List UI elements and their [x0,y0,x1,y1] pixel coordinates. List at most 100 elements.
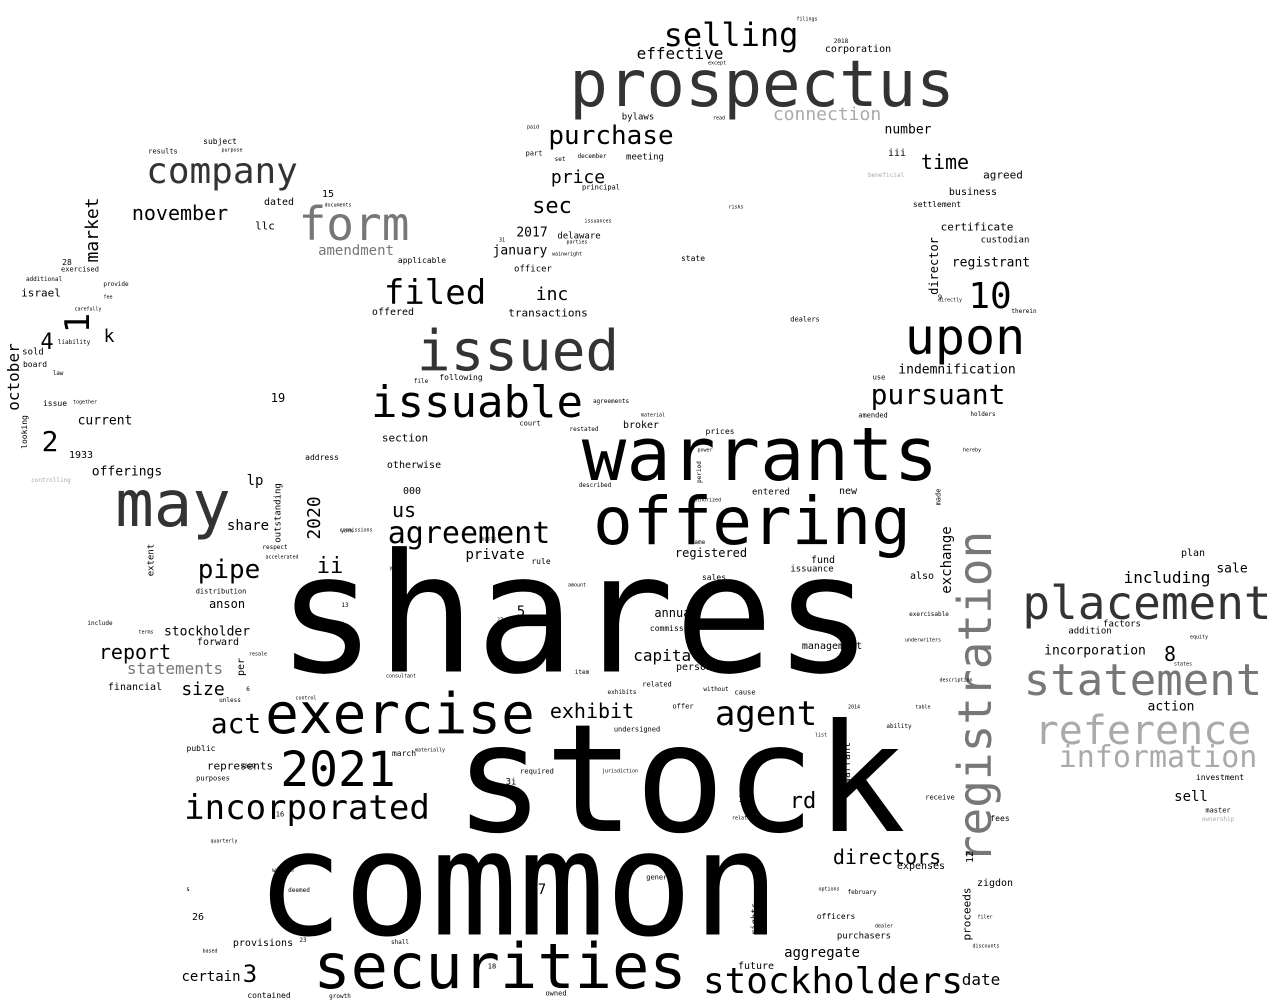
word: filings [796,16,818,23]
word: subject [203,137,237,146]
word: ownership [1201,816,1235,823]
word: underwriters [904,637,942,644]
word: exhibit [549,699,635,723]
word: issue [42,399,68,408]
word: selling [663,16,799,54]
word: outstanding [273,483,284,543]
word: action [1147,699,1195,715]
word: effective [636,44,724,63]
word: 6 [246,686,250,693]
word: anson [208,597,246,611]
word: connection [772,104,882,125]
word: ability [886,723,912,730]
word: sec [532,194,572,219]
word: commission [649,624,699,633]
word: exercised [61,265,99,274]
word: growth [329,993,351,1000]
word: jurisdiction [601,768,639,775]
word: incorporated [184,788,430,828]
word: 11 [356,871,366,880]
word: distribution [195,587,247,596]
word: restated [569,426,599,433]
word: materially [414,747,446,754]
word: amended [858,411,888,420]
word: filer [977,914,993,921]
word: financial [107,682,163,693]
word: february [847,889,877,896]
word: inc [535,284,569,305]
word: proceeds [960,887,974,941]
word: public [186,744,216,753]
word: delaware [557,231,601,242]
word: amount [567,582,587,589]
word: directors [832,845,942,869]
word: dealer [874,923,894,930]
word: 10 [968,276,1012,317]
word: within [272,867,294,874]
word: december [577,153,607,160]
word: officers [816,912,856,921]
word: hereby [962,447,982,454]
word: securities [313,930,687,1003]
word: principal [582,183,620,192]
word: placement [1022,576,1272,630]
word: director [927,237,941,295]
word: beneficial [867,172,905,179]
word: 16 [275,810,285,819]
word: october [4,343,23,411]
word: basis [481,536,497,543]
word: per [236,657,247,677]
word: offered [371,307,415,318]
word: iii [887,148,907,159]
word: board [22,360,48,369]
word: sold [22,347,44,358]
word: 3 [242,960,258,988]
word: material [640,412,666,419]
word: consultant [385,673,417,680]
word: part [525,149,543,158]
word: rights [750,902,761,936]
word: form [298,197,410,251]
word: time [920,150,970,174]
word: 2018 [833,38,849,45]
word: future [737,961,775,972]
word: addition [1068,626,1112,637]
word: described [578,482,612,489]
word: cause [734,688,756,697]
word: 1 [58,312,98,334]
word: 4 [40,330,54,355]
word: authorized [690,497,722,504]
word: factors [1103,619,1141,630]
word: without [703,686,729,693]
word: entered [752,487,790,498]
word: read [712,115,726,122]
word: discounts [972,943,1000,950]
word: b [441,876,447,885]
word: law [52,370,64,377]
word: report [98,640,172,664]
word: owned [545,989,567,998]
word: court [519,419,541,428]
word: fee [103,294,113,301]
word: name [690,539,706,546]
word: york [340,528,354,535]
word: amendment [318,243,394,259]
word: agreements [592,398,630,405]
word: 8 [1163,642,1177,666]
word: llc [255,219,275,233]
word: january [492,243,548,259]
word: holders [970,411,996,418]
word: 1933 [68,450,94,461]
word: fund [810,555,836,566]
word: statement [1023,655,1263,706]
word: receive [925,793,955,802]
word: registrant [951,255,1031,271]
word: deemed [288,887,310,894]
word: commissions [339,527,373,534]
word: upon [904,308,1026,366]
word: zigdon [976,878,1014,889]
word: provisions [232,938,294,949]
word: item [574,669,590,676]
word: reference [1034,708,1252,754]
